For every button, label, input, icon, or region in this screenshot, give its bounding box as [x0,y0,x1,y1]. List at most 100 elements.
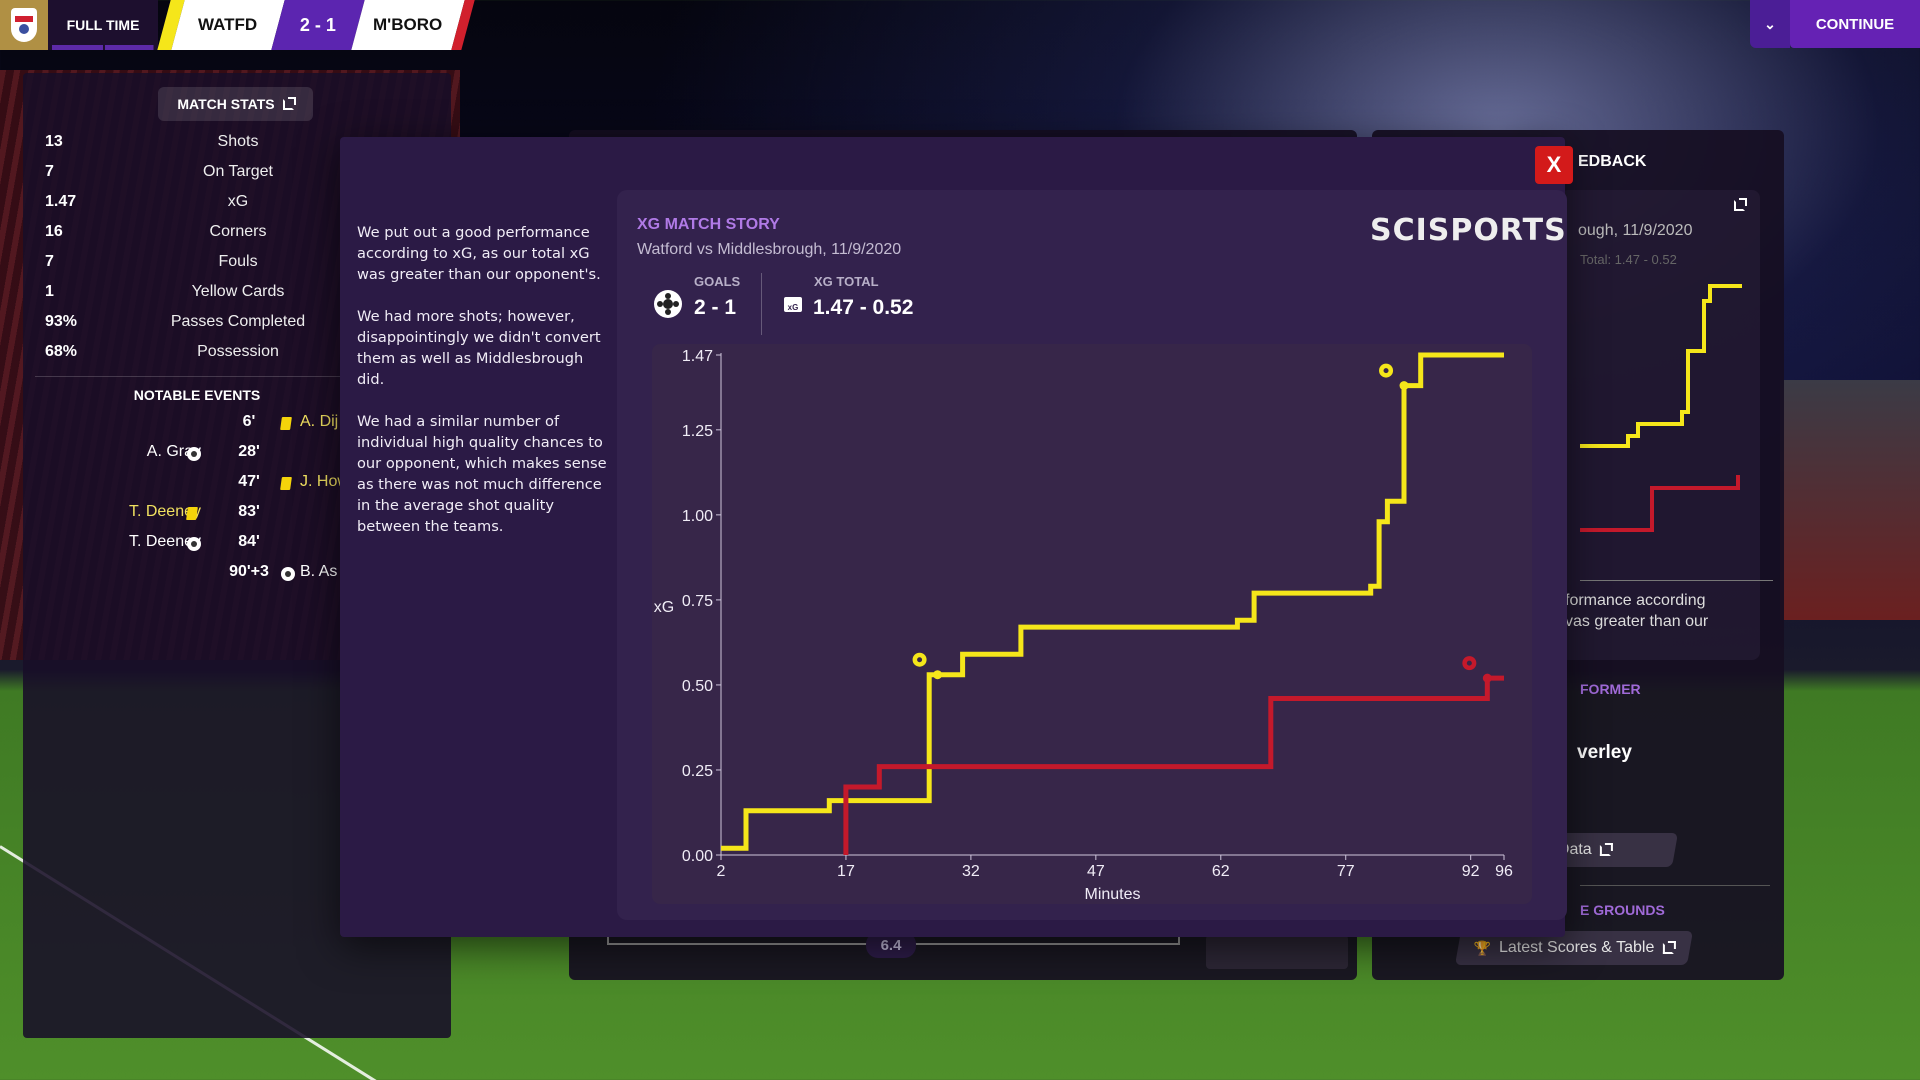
feedback-xg-total: Total: 1.47 - 0.52 [1580,252,1677,267]
continue-group: ⌄ CONTINUE [1750,0,1920,48]
x-tick-label: 32 [962,863,980,880]
stat-row: 1 Yellow Cards [23,277,451,307]
stat-label: xG [227,193,249,210]
goal-marker [1482,673,1492,683]
event-player: B. As [300,563,338,580]
performer-section-title: FORMER [1580,681,1641,697]
event-minute: 6' [242,413,256,430]
y-axis-label: xG [654,599,674,616]
goal-ball-icon [187,537,201,551]
y-tick-label: 1.00 [682,508,713,525]
goals-value: 2 - 1 [694,296,737,319]
divider [1580,580,1773,581]
event-row: T. Deeney 84' [23,533,451,561]
stat-row: 7 Fouls [23,247,451,277]
external-link-icon [282,96,296,110]
scisports-logo: SCISPORTS [1370,213,1567,248]
feedback-subtitle: ough, 11/9/2020 [1578,222,1693,239]
continue-button[interactable]: CONTINUE [1790,0,1920,48]
xg-story-subtitle: Watford vs Middlesbrough, 11/9/2020 [637,241,902,258]
stat-value: 16 [45,223,63,240]
goal-marker [933,670,943,680]
stat-label: Fouls [218,253,258,270]
event-minute: 83' [238,503,260,520]
notable-events-title: NOTABLE EVENTS [133,387,261,403]
stat-value: 68% [45,343,78,360]
xg-story-title: XG MATCH STORY [637,216,780,233]
xg-total-label: XG TOTAL [814,274,879,289]
event-row: A. Gray 28' [23,443,451,471]
goal-marker [1399,381,1409,391]
narrative-paragraph: We had a similar number of individual hi… [357,413,607,535]
event-minute: 90'+3 [229,563,269,580]
match-stats-title: MATCH STATS [177,96,275,112]
stat-value: 1.47 [45,193,77,210]
event-row: 6' A. Dij [23,413,451,441]
feedback-mini-chart [1580,284,1742,532]
goal-ball-icon [1466,660,1472,666]
stat-value: 7 [45,253,54,270]
event-row: 47' J. How [23,473,451,501]
goals-label: GOALS [694,274,741,289]
event-minute: 47' [238,473,260,490]
stat-row: 7 On Target [23,157,451,187]
football-icon [654,290,682,318]
event-row: 90'+3 B. As [23,563,451,591]
narrative-paragraph: We put out a good performance according … [357,224,601,283]
event-player: J. How [300,473,349,490]
x-tick-label: 77 [1337,863,1355,880]
stat-row: 13 Shots [23,127,451,157]
divider [1580,885,1770,886]
y-tick-label: 0.25 [682,763,713,780]
event-minute: 28' [238,443,260,460]
expand-icon[interactable] [1734,198,1747,211]
event-player: T. Deeney [128,533,201,550]
xg-total-value: 1.47 - 0.52 [813,296,914,319]
match-stats-button[interactable]: MATCH STATS [158,87,313,121]
background-box [1206,935,1348,969]
kpi-divider [761,273,762,335]
y-tick-label: 0.75 [682,593,713,610]
goal-ball-icon [1383,368,1389,374]
event-player: A. Dij [300,413,339,430]
xg-icon: xG [784,297,802,312]
stat-row: 93% Passes Completed [23,307,451,337]
stat-value: 7 [45,163,54,180]
stat-label: Possession [197,343,279,360]
home-xg-line [721,352,1504,851]
goal-ball-icon [917,657,923,663]
x-tick-label: 2 [717,863,726,880]
goal-ball-icon [281,567,295,581]
y-tick-label: 1.25 [682,423,713,440]
goal-ball-icon [187,447,201,461]
stat-label: Shots [217,133,259,150]
away-xg-line [843,675,1504,855]
xg-narrative: We put out a good performance according … [357,222,612,558]
x-tick-label: 92 [1462,863,1480,880]
close-button[interactable]: X [1535,146,1573,184]
x-tick-label: 96 [1495,863,1513,880]
stat-label: On Target [203,163,273,180]
scorebar: FULL TIME WATFD 2 - 1 M'BORO [0,0,475,50]
stat-value: 1 [45,283,54,300]
event-minute: 84' [238,533,260,550]
stat-row: 16 Corners [23,217,451,247]
x-tick-label: 47 [1087,863,1105,880]
x-tick-label: 17 [837,863,855,880]
performer-name: verley [1577,742,1632,763]
y-tick-label: 0.00 [682,848,713,865]
y-tick-label: 0.50 [682,678,713,695]
continue-dropdown-button[interactable]: ⌄ [1750,0,1790,48]
feedback-title: EDBACK [1578,153,1647,170]
x-axis-label: Minutes [1084,886,1140,903]
stat-label: Yellow Cards [191,283,285,300]
stat-row: 68% Possession [23,337,451,367]
event-row: T. Deeney 83' [23,503,451,531]
chevron-down-icon: ⌄ [1764,15,1776,32]
competition-logo [0,0,48,50]
y-tick-label: 1.47 [682,348,713,365]
match-status: FULL TIME [48,0,158,50]
x-tick-label: 62 [1212,863,1230,880]
divider [35,376,439,377]
